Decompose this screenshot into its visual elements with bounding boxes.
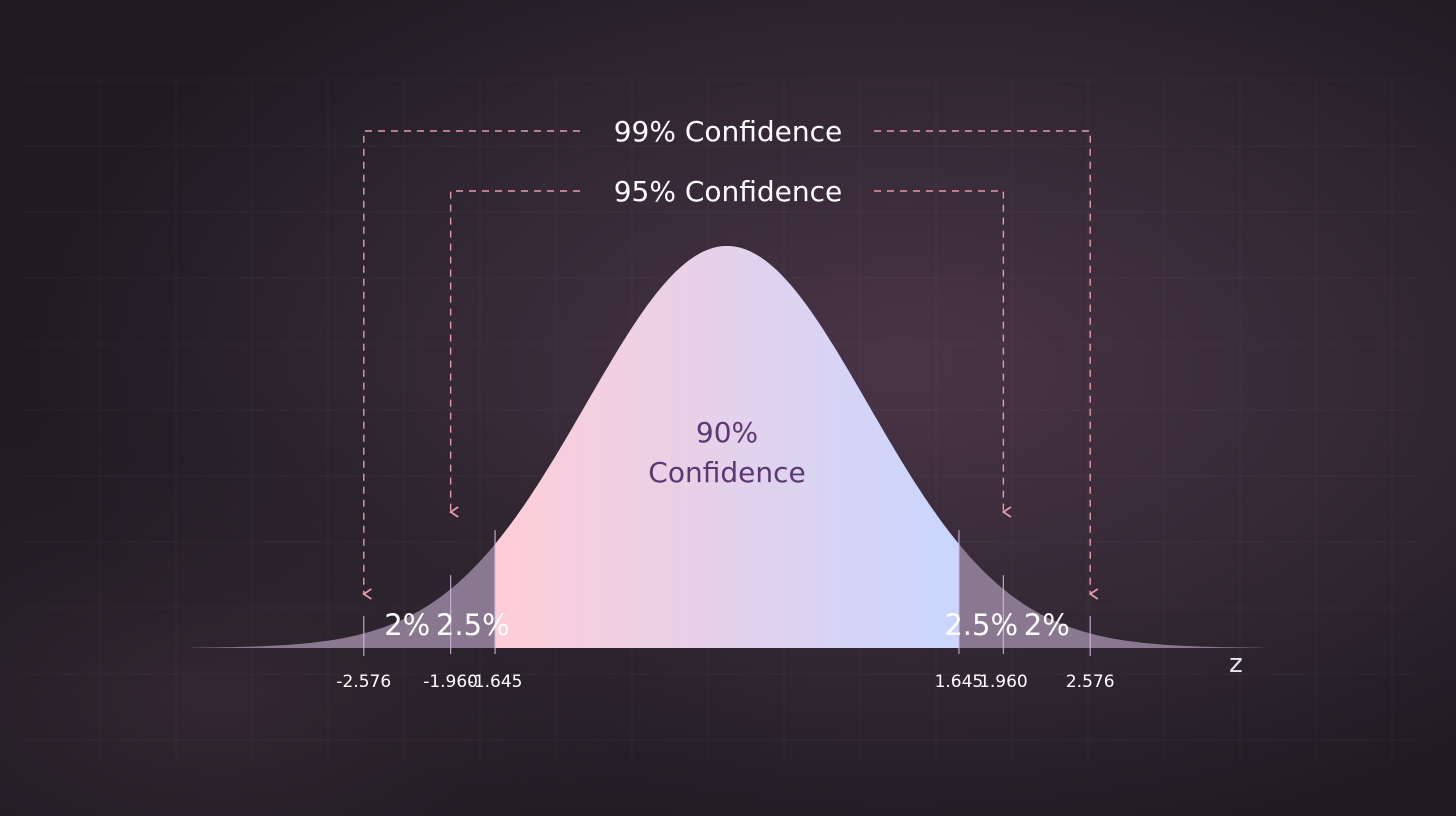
bracket-95-right-line <box>874 190 1012 518</box>
tick-label: -1.960 <box>423 672 478 692</box>
tick-label: -1.645 <box>468 672 523 692</box>
bracket-95-label: 95% Confidence <box>614 175 843 208</box>
bracket-99-label: 99% Confidence <box>614 115 843 148</box>
region-label-outer-right: 2% <box>1024 608 1070 642</box>
bracket-99: 99% Confidence <box>362 115 1099 600</box>
bracket-99-right-line <box>874 130 1099 600</box>
center-90-area <box>495 246 959 648</box>
region-label-inner-right: 2.5% <box>944 608 1018 642</box>
tick-label: -2.576 <box>336 672 391 692</box>
boundary-lines <box>363 530 1091 656</box>
axis-label-z: z <box>1229 649 1243 679</box>
tick-labels: -2.576 -1.960 -1.645 1.645 1.960 2.576 <box>336 672 1114 692</box>
tick-label: 1.960 <box>979 672 1028 692</box>
center-label-text: Confidence <box>648 456 805 489</box>
bracket-99-left-line <box>362 130 580 600</box>
region-label-outer-left: 2% <box>384 608 430 642</box>
region-label-inner-left: 2.5% <box>436 608 510 642</box>
bracket-95-left-line <box>449 190 580 518</box>
bracket-95: 95% Confidence <box>449 175 1012 518</box>
center-label-percent: 90% <box>696 416 758 449</box>
center-label: 90% Confidence <box>648 416 805 489</box>
confidence-brackets: 99% Confidence 95% Confidence <box>362 115 1099 600</box>
tick-label: 1.645 <box>935 672 984 692</box>
region-labels: 2% 2.5% 2.5% 2% <box>384 608 1070 642</box>
tick-label: 2.576 <box>1066 672 1115 692</box>
